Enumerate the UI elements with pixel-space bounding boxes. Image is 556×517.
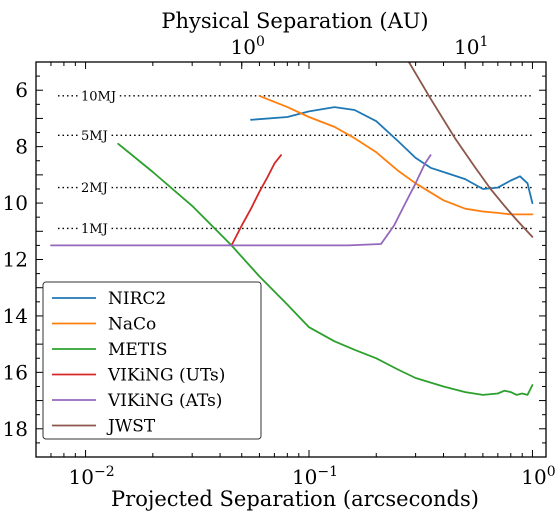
ref-label-1: 5MJ <box>81 129 108 144</box>
y-tick-label-0: 6 <box>15 78 28 102</box>
x2-tick-label-0: 100 <box>231 34 265 59</box>
y-tick-label-5: 16 <box>3 360 28 384</box>
legend-label-0: NIRC2 <box>108 289 166 309</box>
x-tick-label-1: 10−1 <box>292 464 338 489</box>
series-line-4 <box>50 154 432 247</box>
y-tick-label-2: 10 <box>3 191 28 215</box>
y-tick-label-1: 8 <box>15 135 28 159</box>
x-tick-label-0: 10−2 <box>69 464 115 489</box>
legend-label-1: NaCo <box>108 315 156 335</box>
y-tick-label-3: 12 <box>3 248 28 272</box>
x2-tick-label-1: 101 <box>454 34 488 59</box>
ticks <box>35 61 546 458</box>
legend: NIRC2 NaCo METIS VIKiNG (UTs) VIKiNG (ATs) JW… <box>42 281 262 440</box>
series-line-5 <box>407 62 534 238</box>
reference-lines: 10MJ 5MJ 2MJ 1MJ <box>58 89 533 237</box>
tick-labels: 10−2 10−1 100 100 101 6 8 10 12 14 16 18 <box>3 34 556 489</box>
x2-axis-title: Physical Separation (AU) <box>161 9 428 33</box>
ref-label-3: 1MJ <box>81 222 108 237</box>
legend-label-5: JWST <box>106 417 156 437</box>
legend-frame <box>42 281 262 440</box>
series-line-0 <box>250 106 534 205</box>
y-tick-label-6: 18 <box>3 417 28 441</box>
y-tick-label-4: 14 <box>3 304 28 328</box>
ref-label-2: 2MJ <box>81 181 108 196</box>
ref-label-0: 10MJ <box>81 89 116 104</box>
legend-label-2: METIS <box>108 340 168 360</box>
series-lines <box>50 62 534 396</box>
legend-label-3: VIKiNG (UTs) <box>107 366 225 386</box>
series-line-3 <box>230 154 283 247</box>
series-line-2 <box>117 142 534 396</box>
x-tick-label-2: 100 <box>521 464 555 489</box>
legend-label-4: VIKiNG (ATs) <box>107 391 222 411</box>
x-axis-title: Projected Separation (arcseconds) <box>111 487 479 511</box>
